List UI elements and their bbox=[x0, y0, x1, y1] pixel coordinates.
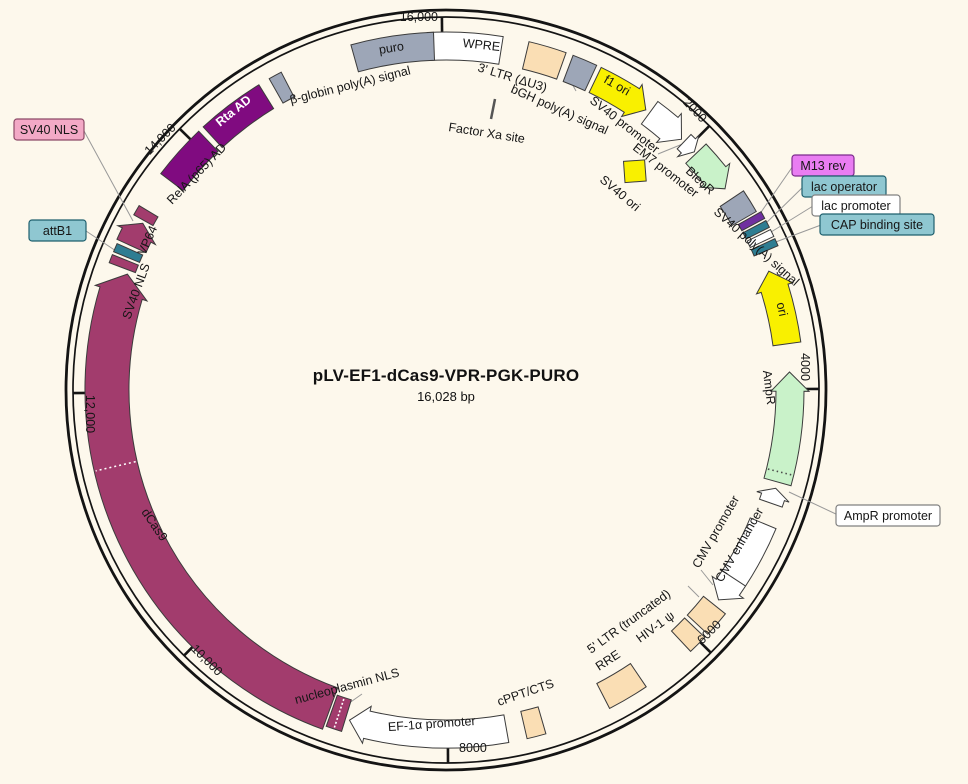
feature-cmv-enh-promoter[interactable] bbox=[711, 517, 777, 601]
label-sv40-nls-boxed[interactable]: SV40 NLS bbox=[20, 123, 78, 137]
tick-mark-14000 bbox=[178, 127, 193, 142]
label-cppt-cts[interactable]: cPPT/CTS bbox=[495, 676, 555, 708]
feature-beta-globin-poly-a[interactable] bbox=[268, 71, 295, 104]
label-cap-binding-box[interactable] bbox=[819, 213, 935, 236]
feature-bleor[interactable] bbox=[685, 143, 731, 190]
feature-cap-binding-site[interactable] bbox=[750, 238, 779, 257]
feature-puro[interactable] bbox=[350, 31, 436, 73]
feature-ori[interactable] bbox=[755, 270, 802, 347]
tick-14000: 14,000 bbox=[142, 121, 179, 158]
feature-lac-promoter[interactable] bbox=[746, 228, 775, 249]
feature-hiv1-psi[interactable] bbox=[670, 617, 706, 653]
feature-ampr-promoter[interactable] bbox=[756, 487, 790, 508]
feature-rta-ad[interactable] bbox=[202, 84, 275, 149]
feature-cppt-cts[interactable] bbox=[520, 706, 547, 740]
tick-mark-6000 bbox=[697, 639, 712, 654]
feature-wpre[interactable] bbox=[426, 31, 504, 65]
label-cap-binding[interactable]: CAP binding site bbox=[831, 218, 923, 232]
tick-16000: 16,000 bbox=[400, 10, 438, 24]
feature-sv40-nls-b[interactable] bbox=[133, 204, 159, 227]
label-ef1a-promoter[interactable]: EF-1α promoter bbox=[387, 714, 476, 734]
feature-nucleoplasmin-nls[interactable] bbox=[325, 694, 352, 733]
label-m13-rev-boxed[interactable]: M13 rev bbox=[800, 159, 846, 173]
feature-dcas9[interactable] bbox=[84, 273, 339, 730]
label-attb1-boxed-box[interactable] bbox=[28, 219, 87, 242]
feature-lac-operator[interactable] bbox=[742, 219, 771, 240]
feature-vp64[interactable] bbox=[115, 222, 157, 254]
label-attb1-boxed[interactable]: attB1 bbox=[43, 224, 72, 238]
connector-line-13 bbox=[83, 130, 134, 222]
tick-8000: 8000 bbox=[459, 741, 487, 755]
feature-dcas9-boundary bbox=[95, 460, 136, 472]
tick-12000: 12,000 bbox=[83, 395, 97, 433]
connector-line-7 bbox=[700, 569, 714, 586]
feature-m13-rev[interactable] bbox=[737, 211, 766, 232]
feature-sv40-poly-a[interactable] bbox=[719, 190, 757, 227]
factor-xa-site-mark bbox=[489, 98, 497, 120]
connector-line-6 bbox=[788, 491, 839, 516]
feature-nucleoplasmin-nls-boundary bbox=[333, 698, 345, 728]
connector-line-12 bbox=[85, 230, 120, 254]
label-ampr-promoter[interactable]: AmpR promoter bbox=[844, 509, 932, 523]
label-puro[interactable]: puro bbox=[378, 39, 405, 57]
connector-line-9 bbox=[687, 585, 700, 598]
feature-rre[interactable] bbox=[596, 662, 647, 710]
feature-3-ltr-du3[interactable] bbox=[521, 41, 567, 80]
feature-cmv-enh-promoter-divider bbox=[721, 570, 746, 587]
tick-mark-2000 bbox=[696, 124, 711, 139]
label-ori[interactable]: ori bbox=[774, 301, 791, 318]
feature-5-ltr-truncated[interactable] bbox=[686, 595, 727, 635]
feature-ampr[interactable] bbox=[763, 371, 811, 487]
feature-ef1a-promoter[interactable] bbox=[348, 705, 510, 749]
feature-em7-promoter[interactable] bbox=[676, 133, 700, 158]
feature-f1-ori[interactable] bbox=[588, 66, 647, 118]
feature-rela-p65-ad[interactable] bbox=[160, 130, 219, 192]
label-sv40-nls-boxed-box[interactable] bbox=[13, 118, 85, 141]
label-lac-operator[interactable]: lac operator bbox=[811, 180, 877, 194]
feature-bgh-poly-a[interactable] bbox=[562, 54, 598, 92]
label-ampr-promoter-box[interactable] bbox=[835, 504, 941, 527]
label-lac-promoter[interactable]: lac promoter bbox=[821, 199, 890, 213]
label-factor-xa[interactable]: Factor Xa site bbox=[448, 120, 526, 146]
feature-sv40-promoter[interactable] bbox=[640, 100, 683, 144]
label-ampr[interactable]: AmpR bbox=[760, 369, 778, 405]
connector-line-2 bbox=[756, 165, 794, 219]
feature-sv40-ori[interactable] bbox=[622, 159, 647, 184]
label-wpre[interactable]: WPRE bbox=[462, 36, 501, 54]
feature-attb1[interactable] bbox=[112, 242, 144, 264]
feature-sv40-nls-a[interactable] bbox=[108, 253, 140, 274]
label-beta-globin[interactable]: β-globin poly(A) signal bbox=[288, 63, 412, 107]
plasmid-backbone-outer-ring bbox=[64, 8, 828, 772]
tick-4000: 4000 bbox=[798, 353, 812, 381]
